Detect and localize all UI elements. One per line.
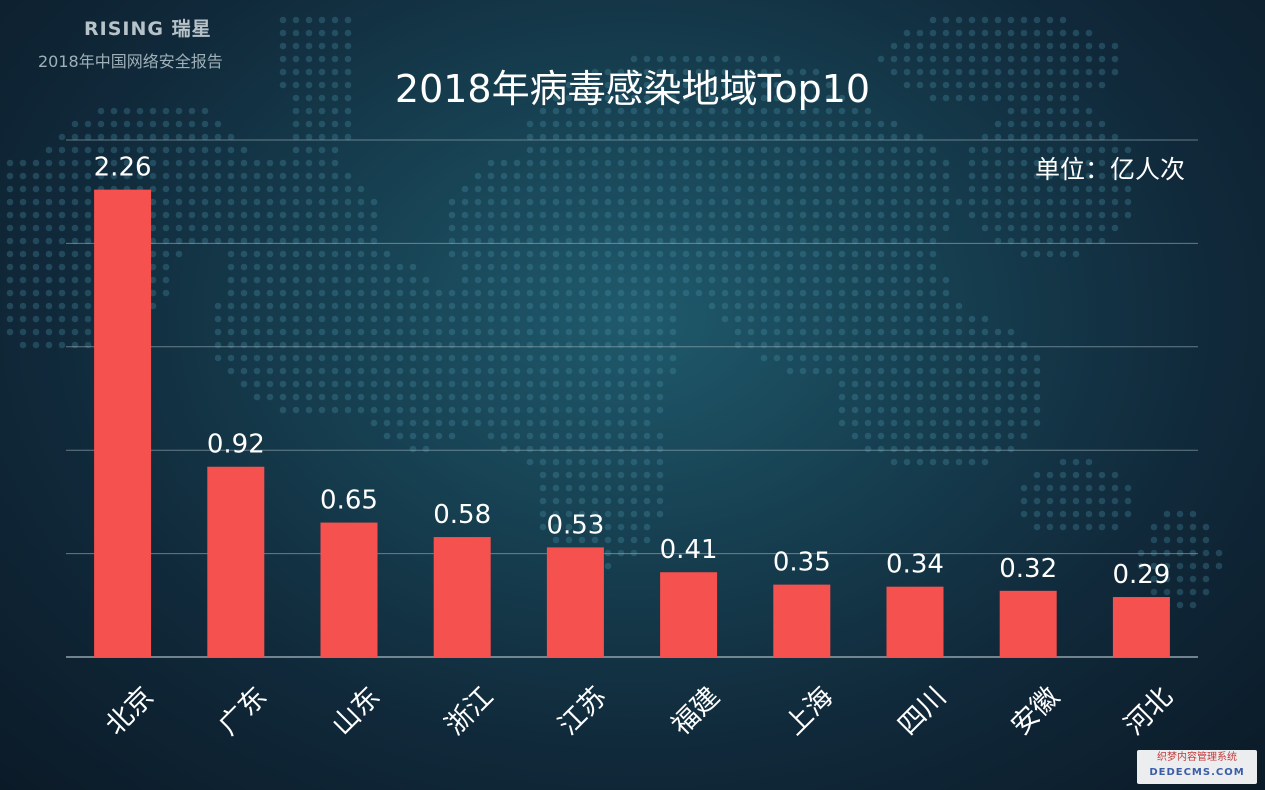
data-label: 0.65 [320, 486, 378, 516]
bar-浙江 [433, 537, 491, 657]
category-label: 浙江 [439, 681, 499, 741]
category-label: 福建 [666, 681, 726, 741]
category-label: 上海 [779, 681, 839, 741]
bar-四川 [886, 586, 944, 657]
bar-福建 [660, 572, 718, 657]
bar-河北 [1112, 597, 1170, 657]
data-label: 0.34 [886, 550, 944, 580]
category-label: 广东 [213, 681, 273, 741]
watermark: 织梦内容管理系统 DEDECMS.COM [1137, 750, 1257, 784]
category-label: 江苏 [553, 681, 613, 741]
bar-广东 [207, 466, 265, 657]
category-label: 北京 [100, 681, 160, 741]
data-label: 0.32 [999, 554, 1057, 584]
chart-title: 2018年病毒感染地域Top10 [394, 67, 871, 111]
data-label: 0.29 [1112, 560, 1170, 590]
bar-安徽 [999, 590, 1057, 657]
category-label: 山东 [326, 681, 386, 741]
category-label: 四川 [892, 681, 952, 741]
data-label: 0.35 [773, 548, 831, 578]
bar-江苏 [546, 547, 604, 657]
unit-label: 单位：亿人次 [1034, 155, 1185, 184]
data-label: 0.53 [546, 510, 604, 540]
data-label: 0.58 [433, 500, 491, 530]
report-subtitle: 2018年中国网络安全报告 [38, 52, 223, 71]
data-label: 0.92 [207, 430, 265, 460]
bar-上海 [773, 584, 831, 657]
data-label: 2.26 [94, 153, 152, 183]
category-label: 河北 [1119, 681, 1179, 741]
brand-logo: RISING 瑞星 [84, 18, 212, 40]
data-label: 0.41 [660, 535, 718, 565]
watermark-line2: DEDECMS.COM [1149, 767, 1245, 778]
watermark-line1: 织梦内容管理系统 [1157, 752, 1237, 763]
bar-山东 [320, 522, 378, 657]
bar-北京 [94, 189, 152, 657]
category-label: 安徽 [1005, 681, 1065, 741]
